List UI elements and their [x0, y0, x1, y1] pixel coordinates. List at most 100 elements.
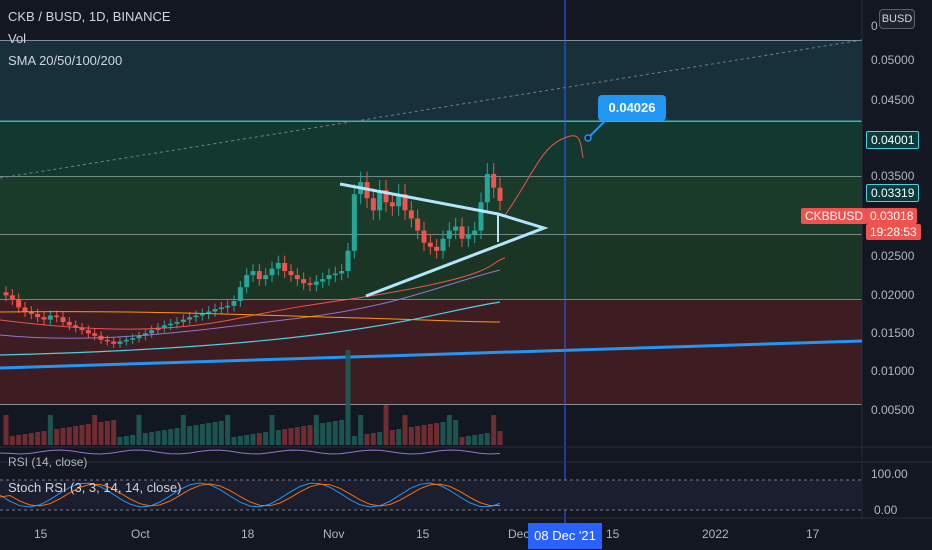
volume-bar [358, 415, 364, 445]
rsi-legend[interactable]: RSI (14, close) [8, 455, 88, 469]
candle-body [149, 330, 155, 334]
price-scale-top: 0 [871, 19, 878, 33]
time-label: Dec [508, 527, 530, 541]
candle-body [35, 313, 41, 318]
volume-bar [370, 433, 376, 445]
currency-button[interactable]: BUSD [879, 9, 915, 29]
volume-bar [155, 431, 161, 445]
volume-bar [256, 433, 262, 445]
volume-legend[interactable]: Vol [8, 31, 27, 46]
candle-body [282, 262, 288, 272]
candle-body [60, 317, 66, 323]
volume-bar [85, 424, 91, 445]
candle-body [231, 300, 237, 306]
volume-bar [180, 415, 186, 445]
candle-body [370, 198, 376, 211]
price-target-callout[interactable]: 0.04026 [598, 95, 666, 121]
candle-body [446, 230, 452, 239]
volume-bar [383, 405, 389, 445]
volume-bar [199, 424, 205, 445]
volume-bar [389, 430, 395, 445]
volume-bar [168, 429, 174, 445]
time-label: Nov [323, 527, 345, 541]
volume-bar [142, 433, 148, 445]
candle-body [408, 210, 414, 219]
volume-bar [484, 433, 490, 445]
candle-body [54, 315, 60, 318]
candle-body [212, 309, 218, 312]
volume-bar [136, 415, 142, 445]
volume-bar [92, 415, 98, 445]
volume-bar [459, 437, 465, 445]
candle-body [47, 315, 53, 320]
candle-body [142, 333, 148, 336]
callout-pointer [587, 119, 607, 139]
triangle-pattern [339, 182, 549, 298]
time-label: 15 [606, 527, 620, 541]
rsi-line [0, 449, 501, 455]
candle-body [250, 271, 256, 276]
volume-bar [174, 428, 180, 445]
candle-body [484, 173, 490, 203]
volume-bar [497, 431, 503, 445]
volume-bar [345, 350, 351, 445]
volume-bar [339, 420, 345, 445]
candle-body [180, 319, 186, 323]
candle-body [307, 283, 313, 285]
candle-body [351, 194, 357, 251]
candle-body [22, 307, 28, 312]
volume-bar [332, 421, 338, 445]
candle-body [123, 339, 129, 342]
volume-bar [193, 425, 199, 445]
volume-bar [104, 421, 110, 445]
candle-body [174, 322, 180, 324]
volume-bar [130, 435, 136, 445]
candle-body [465, 234, 471, 239]
candle-body [332, 273, 338, 276]
candle-body [313, 281, 319, 285]
candle-body [9, 295, 15, 300]
sma-legend[interactable]: SMA 20/50/100/200 [8, 53, 123, 68]
time-label: 17 [806, 527, 820, 541]
volume-bar [364, 434, 370, 445]
volume-bar [111, 420, 117, 445]
volume-bar [427, 424, 433, 445]
candle-body [491, 173, 497, 188]
candle-body [320, 279, 326, 282]
candle-body [79, 327, 85, 331]
price-label: 0.02500 [871, 249, 915, 263]
candle-body [111, 341, 117, 344]
volume-bar [9, 436, 15, 445]
volume-bar [294, 427, 300, 445]
sma-200-line [0, 311, 501, 323]
candle-body [402, 194, 408, 211]
price-label: 0.01500 [871, 326, 915, 340]
candle-body [199, 313, 205, 316]
volume-bar [47, 415, 53, 445]
candle-body [225, 305, 231, 308]
price-label: 0.04500 [871, 93, 915, 107]
volume-bar [3, 415, 9, 445]
volume-bar [250, 434, 256, 445]
volume-bar [187, 426, 193, 445]
volume-bar [491, 415, 497, 445]
stoch-rsi-legend[interactable]: Stoch RSI (3, 3, 14, 14, close) [8, 480, 182, 495]
volume-bar [408, 427, 414, 445]
stoch-scale-bottom: 0.00 [874, 503, 898, 517]
price-label: 0.02000 [871, 288, 915, 302]
candle-body [377, 190, 383, 211]
volume-bar [288, 428, 294, 445]
candle-body [453, 226, 459, 231]
volume-bar [478, 434, 484, 445]
candle-body [427, 242, 433, 247]
volume-bar [472, 435, 478, 445]
candle-body [28, 311, 34, 314]
volume-bar [326, 422, 332, 445]
candle-body [206, 311, 212, 314]
volume-bar [218, 421, 224, 445]
symbol-legend[interactable]: CKB / BUSD, 1D, BINANCE [8, 9, 171, 24]
candle-body [440, 238, 446, 251]
volume-bar [421, 425, 427, 445]
volume-bar [402, 415, 408, 445]
